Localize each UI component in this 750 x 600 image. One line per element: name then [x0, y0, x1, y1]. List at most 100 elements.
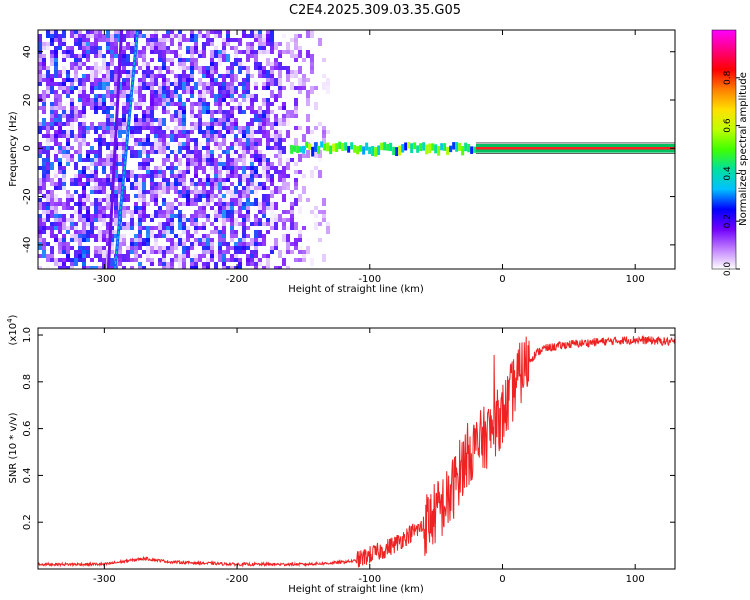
heatmap-cell [66, 230, 70, 234]
heatmap-cell [290, 250, 294, 254]
snr-x-axis-label: Height of straight line (km) [288, 584, 424, 595]
heatmap-cell [290, 74, 294, 78]
heatmap-cell [218, 86, 222, 94]
heatmap-cell [166, 158, 170, 162]
heatmap-cell [142, 126, 146, 130]
heatmap-cell [94, 106, 98, 114]
heatmap-cell [278, 62, 282, 70]
heatmap-cell [266, 86, 270, 90]
heatmap-cell [298, 86, 302, 90]
heatmap-cell [282, 234, 286, 242]
heatmap-signal-cell [383, 142, 387, 151]
heatmap-cell [274, 246, 278, 250]
heatmap-cell [170, 162, 174, 166]
heatmap-cell [214, 166, 218, 174]
heatmap-cell [130, 250, 134, 254]
heatmap-cell [106, 110, 110, 114]
heatmap-cell [118, 82, 122, 90]
heatmap-cell [122, 106, 126, 114]
heatmap-cell [46, 198, 50, 202]
heatmap-cell [170, 102, 174, 106]
heatmap-cell [86, 42, 90, 46]
heatmap-cell [126, 222, 130, 230]
heatmap-cell [74, 86, 78, 90]
heatmap-cell [230, 94, 234, 98]
heatmap-cell [274, 98, 278, 102]
heatmap-cell [170, 54, 174, 58]
heatmap-cell [290, 110, 294, 118]
heatmap-cell [166, 110, 170, 114]
heatmap-cell [262, 170, 266, 178]
heatmap-cell [194, 154, 198, 162]
heatmap-cell [174, 206, 178, 210]
heatmap-cell [126, 74, 130, 78]
heatmap-cell [198, 30, 202, 34]
heatmap-cell [198, 210, 202, 214]
heatmap-cell [242, 138, 246, 142]
heatmap-cell [162, 178, 166, 182]
heatmap-cell [302, 186, 306, 194]
heatmap-cell [130, 146, 134, 150]
heatmap-cell [126, 210, 130, 214]
heatmap-cell [286, 218, 290, 222]
heatmap-cell [310, 130, 314, 134]
heatmap-cell [38, 122, 42, 126]
heatmap-signal-cell [380, 142, 384, 151]
heatmap-cell [78, 86, 82, 90]
heatmap-cell [194, 266, 198, 269]
heatmap-cell [230, 210, 234, 214]
heatmap-cell [190, 78, 194, 82]
heatmap-cell [122, 238, 126, 242]
heatmap-cell [246, 82, 250, 90]
heatmap-cell [154, 186, 158, 190]
heatmap-signal-cell [344, 142, 348, 151]
heatmap-signal-cell [407, 141, 411, 149]
heatmap-cell [54, 82, 58, 86]
heatmap-cell [310, 258, 314, 266]
heatmap-cell [258, 206, 262, 210]
heatmap-cell [254, 150, 258, 154]
heatmap-cell [58, 70, 62, 74]
heatmap-cell [238, 70, 242, 74]
heatmap-cell [318, 150, 322, 158]
heatmap-cell [230, 98, 234, 102]
heatmap-cell [306, 238, 310, 242]
heatmap-cell [226, 162, 230, 166]
heatmap-cell [70, 214, 74, 218]
heatmap-cell [150, 102, 154, 110]
heatmap-cell [110, 250, 114, 254]
heatmap-cell [274, 78, 278, 86]
heatmap-cell [158, 230, 162, 238]
heatmap-cell [174, 182, 178, 186]
heatmap-cell [66, 70, 70, 74]
heatmap-cell [78, 170, 82, 174]
heatmap-cell [58, 50, 62, 54]
heatmap-cell [78, 254, 82, 262]
heatmap-cell [50, 58, 54, 66]
heatmap-cell [250, 238, 254, 246]
heatmap-cell [298, 238, 302, 242]
heatmap-cell [94, 38, 98, 46]
heatmap-cell [254, 158, 258, 162]
heatmap-cell [210, 166, 214, 174]
heatmap-cell [62, 214, 66, 222]
heatmap-cell [190, 194, 194, 198]
heatmap-cell [182, 178, 186, 182]
heatmap-cell [162, 266, 166, 269]
heatmap-cell [194, 190, 198, 194]
heatmap-cell [42, 202, 46, 206]
heatmap-cell [198, 70, 202, 74]
heatmap-cell [214, 82, 218, 86]
heatmap-cell [246, 34, 250, 38]
heatmap-signal-cell [392, 146, 396, 156]
heatmap-cell [222, 266, 226, 269]
heatmap-cell [202, 90, 206, 98]
colorbar-label: Normalized spectral amplitude [738, 72, 749, 226]
heatmap-signal-cell [464, 142, 468, 152]
heatmap-cell [166, 58, 170, 62]
heatmap-cell [110, 162, 114, 166]
heatmap-cell [202, 34, 206, 38]
heatmap-cell [54, 138, 58, 146]
heatmap-cell [58, 146, 62, 150]
heatmap-cell [126, 90, 130, 94]
